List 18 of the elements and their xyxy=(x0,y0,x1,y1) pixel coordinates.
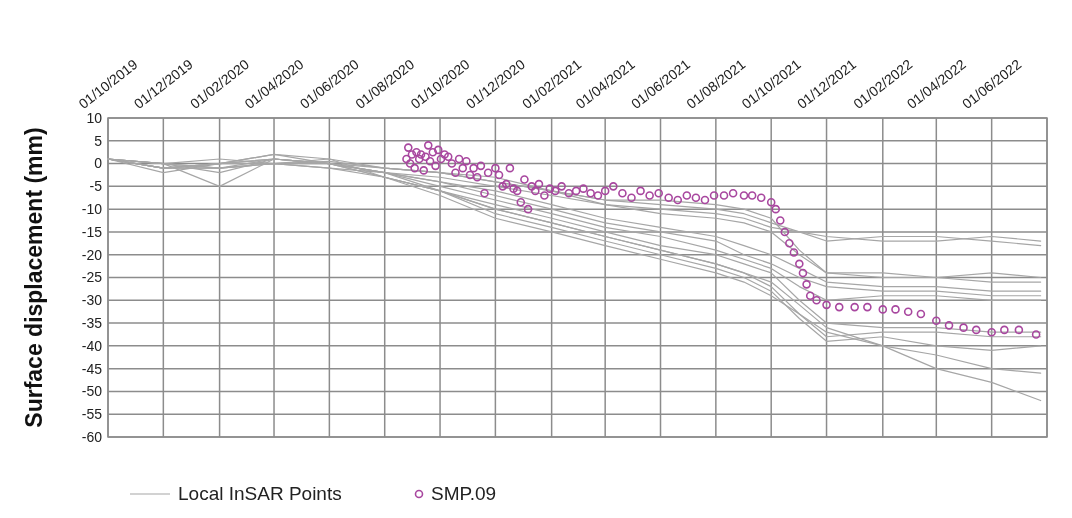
y-tick-label: -25 xyxy=(81,269,103,286)
y-tick-label: 10 xyxy=(86,109,103,126)
y-tick-label: -45 xyxy=(81,360,103,377)
y-tick-label: -60 xyxy=(81,428,103,445)
y-tick-label: -20 xyxy=(81,246,103,263)
legend-label: Local InSAR Points xyxy=(178,483,342,504)
y-tick-label: -10 xyxy=(81,201,103,218)
y-tick-label: -50 xyxy=(81,383,103,400)
y-tick-label: 5 xyxy=(94,132,103,149)
y-tick-label: -35 xyxy=(81,314,103,331)
y-tick-label: -40 xyxy=(81,337,103,354)
y-tick-label: -5 xyxy=(89,178,103,195)
y-tick-label: -30 xyxy=(81,292,103,309)
legend-label: SMP.09 xyxy=(431,483,497,504)
y-axis-title: Surface displacement (mm) xyxy=(21,127,47,428)
y-tick-label: -15 xyxy=(81,223,103,240)
y-tick-label: 0 xyxy=(94,155,103,172)
y-tick-label: -55 xyxy=(81,406,103,423)
